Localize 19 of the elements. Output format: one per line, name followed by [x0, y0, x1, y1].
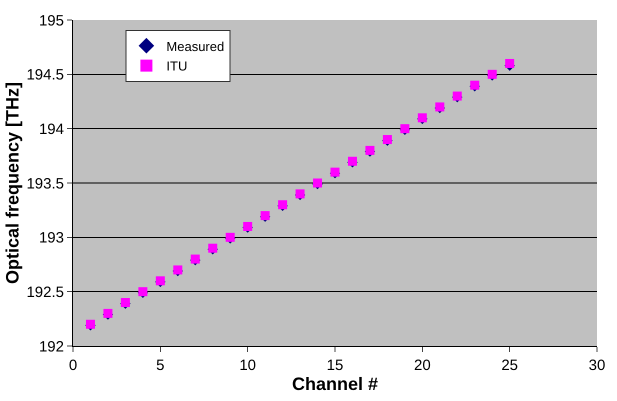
y-tick-label: 195	[38, 12, 64, 30]
x-tick-label: 25	[501, 357, 518, 374]
y-tick-label: 193.5	[26, 175, 64, 192]
y-axis-title: Optical frequency [THz]	[2, 82, 23, 284]
y-tick-label: 194.5	[26, 66, 64, 84]
legend-label: Measured	[166, 38, 224, 54]
y-tick-label: 193	[38, 230, 64, 247]
x-tick-label: 15	[326, 357, 344, 374]
x-tick-label: 5	[156, 357, 164, 374]
legend-label: ITU	[166, 58, 188, 74]
y-tick-label: 194	[38, 120, 64, 138]
x-axis-title: Channel #	[292, 374, 378, 394]
y-tick-label: 192.5	[26, 284, 64, 301]
x-tick-label: 20	[414, 357, 431, 374]
x-tick-label: 10	[239, 357, 256, 374]
x-tick-label: 30	[588, 357, 606, 374]
x-tick-label: 0	[68, 357, 78, 374]
point	[505, 58, 514, 68]
y-tick-label: 192	[38, 338, 64, 356]
